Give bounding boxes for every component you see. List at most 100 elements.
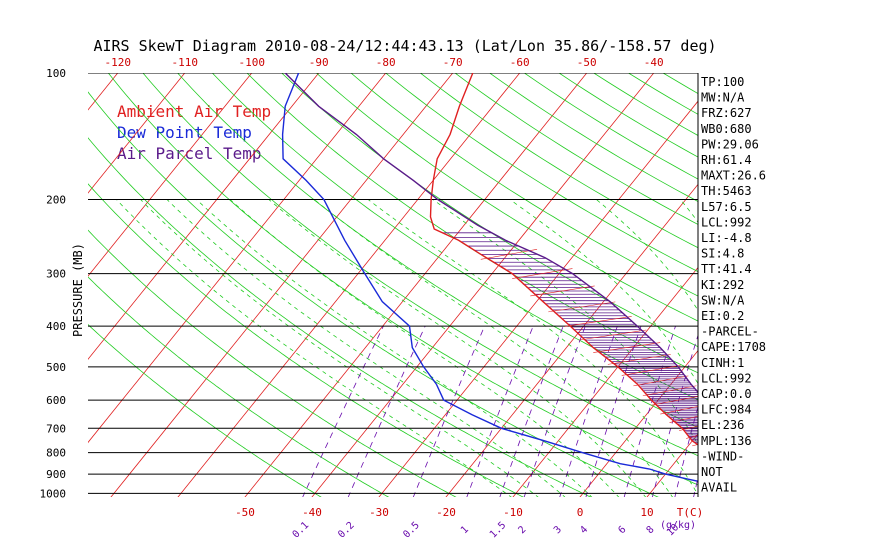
mixing-ratio-line xyxy=(347,325,426,497)
mixing-ratio-line xyxy=(302,325,384,497)
cape-hatch-diag xyxy=(480,249,538,260)
mixing-ratio-tick-label: 8 xyxy=(645,524,657,536)
cape-hatch-diag xyxy=(579,329,647,341)
cape-hatch-diag xyxy=(593,342,661,353)
isotherm-line xyxy=(311,73,655,497)
dry-adiabat-line xyxy=(662,73,698,94)
legend-dew-point-temp: Dew Point Temp xyxy=(117,123,252,142)
mixing-ratio-tick-label: 2 xyxy=(516,524,528,536)
top-temperature-tick-label: -50 xyxy=(577,56,597,69)
dry-adiabat-line xyxy=(88,137,592,497)
isotherm-line xyxy=(88,73,186,194)
mixing-ratio-tick-label: 1.5 xyxy=(488,520,509,541)
top-temperature-tick-label: -120 xyxy=(104,56,131,69)
cape-hatch-diag xyxy=(660,406,698,415)
isotherm-line xyxy=(244,73,588,497)
cape-hatch-diag xyxy=(530,285,595,297)
sounding-index-label: LI:-4.8 xyxy=(701,231,752,245)
mixing-ratio-line xyxy=(772,326,808,498)
pressure-tick-label: 200 xyxy=(46,194,66,207)
sounding-index-label: TH:5463 xyxy=(701,184,752,198)
isotherm-line xyxy=(110,73,454,497)
dew-point-temp-line xyxy=(281,73,698,482)
dry-adiabat-line xyxy=(88,183,524,497)
top-temperature-tick-label: -90 xyxy=(309,56,329,69)
top-temperature-tick-label: -60 xyxy=(510,56,530,69)
cape-hatch-diag xyxy=(564,316,632,327)
plot-clipped xyxy=(88,64,870,498)
bottom-temperature-tick-label: -20 xyxy=(436,506,456,519)
dry-adiabat-line xyxy=(88,324,322,497)
moist-adiabat-line xyxy=(313,199,673,497)
mixing-ratio-line xyxy=(559,325,618,497)
sounding-index-label: CAPE:1708 xyxy=(701,340,766,354)
pressure-tick-label: 500 xyxy=(46,361,66,374)
sounding-index-label: KI:292 xyxy=(701,278,744,292)
pressure-tick-label: 300 xyxy=(46,268,66,281)
dry-adiabat-line xyxy=(281,73,698,348)
bottom-temperature-tick-label: 0 xyxy=(577,506,584,519)
bottom-temperature-tick-label: 10 xyxy=(640,506,653,519)
dry-adiabat-line xyxy=(350,73,698,297)
sounding-index-label: NOT xyxy=(701,465,723,479)
cape-hatch-diag xyxy=(548,301,616,313)
mixing-ratio-tick-label: 0.5 xyxy=(401,520,422,541)
sounding-index-label: SI:4.8 xyxy=(701,247,744,261)
sounding-index-label: L57:6.5 xyxy=(701,200,752,214)
legend-ambient-air-temp: Ambient Air Temp xyxy=(117,102,271,121)
moist-adiabat-line xyxy=(196,199,593,497)
cape-hatch-diag xyxy=(512,268,573,279)
bottom-temperature-tick-label: -10 xyxy=(503,506,523,519)
cape-hatch-diag xyxy=(686,435,698,439)
bottom-temperature-tick-label: -30 xyxy=(369,506,389,519)
moist-adiabat-line xyxy=(140,199,539,497)
sounding-index-label: MW:N/A xyxy=(701,91,745,105)
isotherm-line xyxy=(512,266,698,497)
top-temperature-tick-label: -40 xyxy=(644,56,664,69)
moist-adiabat-line xyxy=(116,199,512,497)
bottom-temperature-tick-label: -40 xyxy=(302,506,322,519)
isotherm-line xyxy=(646,433,698,497)
mixing-ratio-line xyxy=(466,325,534,497)
sounding-index-label: PW:29.06 xyxy=(701,137,759,151)
dry-adiabat-line xyxy=(142,73,698,457)
plot-area xyxy=(88,64,870,498)
pressure-tick-label: 900 xyxy=(46,468,66,481)
mixing-ratio-line xyxy=(652,333,698,497)
dry-adiabat-line xyxy=(88,229,457,497)
cape-hatch-diag xyxy=(607,354,671,365)
cape-hatch-diag xyxy=(621,365,681,376)
mixing-ratio-line xyxy=(674,405,698,497)
mixing-ratio-tick-label: 3 xyxy=(552,524,564,536)
sounding-index-label: MAXT:26.6 xyxy=(701,169,766,183)
mixing-ratio-line xyxy=(585,325,642,497)
sounding-index-label: FRZ:627 xyxy=(701,106,752,120)
isotherm-line xyxy=(780,64,870,498)
dry-adiabat-line xyxy=(107,73,698,486)
pressure-tick-label: 1000 xyxy=(40,487,67,500)
y-axis-label: PRESSURE (MB) xyxy=(71,243,85,337)
sounding-index-label: SW:N/A xyxy=(701,293,745,307)
sounding-index-label: TT:41.4 xyxy=(701,262,752,276)
cape-hatch-diag xyxy=(669,415,698,423)
top-temperature-tick-label: -70 xyxy=(443,56,463,69)
isotherm-line xyxy=(88,73,387,444)
isotherm-line xyxy=(88,73,320,360)
mixing-ratio-line xyxy=(825,326,855,498)
moist-adiabat-line xyxy=(166,199,566,497)
mixing-ratio-line xyxy=(623,325,676,497)
dry-adiabat-line xyxy=(177,73,698,428)
mixing-ratio-tick-label: 0.1 xyxy=(291,520,312,541)
sounding-index-label: LFC:984 xyxy=(701,403,752,417)
mixing-ratio-tick-label: 4 xyxy=(578,524,590,536)
pressure-tick-label: 700 xyxy=(46,422,66,435)
mixing-ratio-line xyxy=(412,325,485,497)
moist-adiabat-line xyxy=(509,199,698,385)
pressure-tick-label: 100 xyxy=(46,67,66,80)
top-temperature-tick-label: -100 xyxy=(238,56,265,69)
isotherm-line xyxy=(847,64,870,498)
mixing-ratio-unit-label: (g/kg) xyxy=(660,520,696,531)
dry-adiabat-line xyxy=(88,276,390,497)
dry-adiabat-line xyxy=(419,73,698,249)
cape-hatch-diag xyxy=(642,385,697,397)
